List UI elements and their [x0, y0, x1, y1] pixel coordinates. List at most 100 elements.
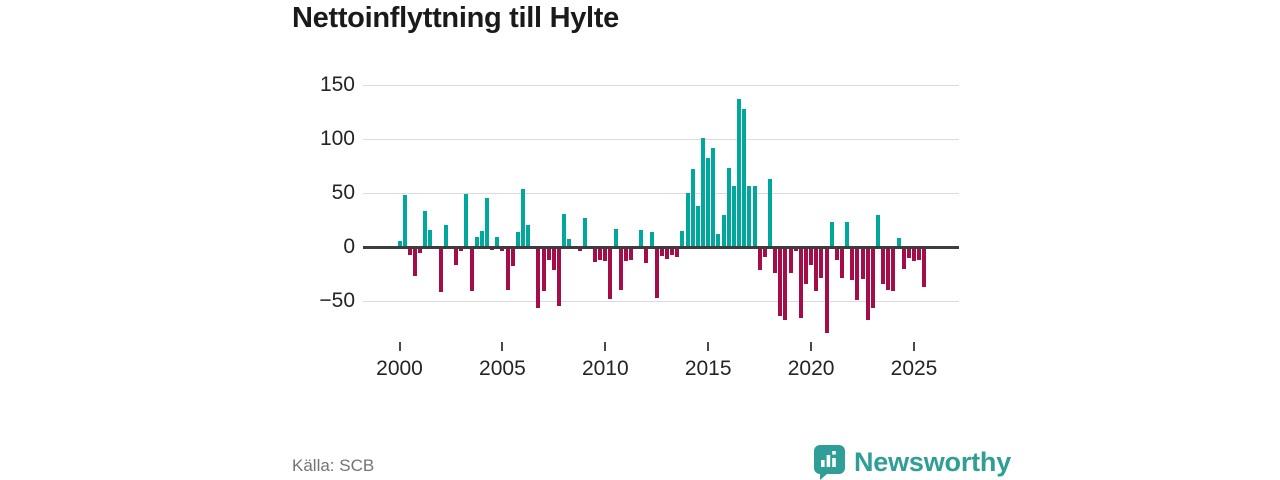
bar-2005q2: [505, 247, 510, 291]
bar-2019q1: [788, 247, 793, 273]
bar-2009q1: [582, 217, 587, 247]
plot-area: 2000 2005 2010 2015 2020 2025: [363, 70, 959, 380]
bar-2006q4: [536, 247, 541, 309]
bar-2011q4: [639, 229, 644, 247]
bar-2019q4: [803, 247, 808, 284]
bar-2024q1: [891, 247, 896, 292]
bar-2010q3: [613, 228, 618, 247]
bar-2011q2: [629, 247, 634, 260]
bar-2022q2: [855, 247, 860, 300]
bar-2019q3: [798, 247, 803, 319]
bar-2001q2: [423, 211, 428, 247]
x-tick-label: 2015: [684, 357, 732, 380]
newsworthy-logo-icon: [814, 444, 845, 480]
bar-2014q1: [685, 193, 690, 247]
bar-2014q2: [690, 169, 695, 247]
bar-2003q3: [469, 247, 474, 292]
bar-2021q1: [829, 222, 834, 247]
bar-2008q2: [567, 239, 572, 247]
bar-2020q4: [824, 247, 829, 334]
bar-2004q3: [490, 247, 495, 251]
bar-2003q1: [459, 247, 464, 252]
bar-2006q1: [520, 188, 525, 247]
bar-2012q2: [649, 231, 654, 247]
bar-2016q2: [731, 185, 736, 247]
bar-2024q3: [901, 247, 906, 269]
bar-2020q1: [809, 247, 814, 266]
bar-2017q1: [747, 185, 752, 247]
bar-2016q3: [737, 99, 742, 247]
bar-2013q3: [675, 247, 680, 257]
gridline: [363, 85, 959, 87]
bar-2016q4: [742, 109, 747, 247]
gridline: [363, 193, 959, 195]
bar-2023q3: [881, 247, 886, 284]
bar-2010q4: [618, 247, 623, 291]
bar-2023q2: [875, 214, 880, 247]
source-label: Källa: SCB: [292, 456, 375, 475]
bar-2017q2: [752, 185, 757, 247]
bar-2013q1: [665, 247, 670, 259]
bar-2021q2: [834, 247, 839, 260]
bar-2007q4: [556, 247, 561, 307]
bar-2012q1: [644, 247, 649, 264]
x-tick-label: 2005: [479, 357, 526, 380]
x-tick: [398, 342, 401, 351]
bar-2001q3: [428, 229, 433, 247]
bar-2025q1: [912, 247, 916, 261]
bar-2014q4: [701, 138, 706, 247]
y-tick-label: 150: [319, 73, 355, 97]
bar-2020q2: [814, 247, 819, 292]
y-tick-label: 50: [331, 181, 355, 205]
bar-2002q2: [443, 225, 448, 247]
bar-2021q3: [839, 247, 844, 279]
bar-2002q4: [454, 247, 459, 266]
bar-2013q4: [680, 230, 685, 247]
bar-2023q4: [886, 247, 891, 291]
bar-2012q4: [659, 247, 664, 256]
bar-2015q2: [711, 147, 716, 247]
bar-2014q3: [695, 206, 700, 247]
zero-line: [363, 245, 959, 249]
gridline: [363, 300, 959, 302]
bar-2016q1: [726, 168, 731, 247]
bar-2025q2: [917, 247, 922, 260]
x-tick-label: 2020: [787, 357, 835, 380]
bar-2022q1: [850, 247, 855, 281]
bar-2024q2: [896, 238, 901, 247]
bar-2025q3: [922, 247, 927, 287]
bar-2009q3: [593, 247, 597, 263]
bar-2019q2: [793, 247, 798, 252]
bar-2023q1: [870, 247, 875, 309]
bar-2018q1: [767, 179, 772, 247]
x-tick: [810, 342, 813, 351]
x-tick: [501, 342, 504, 351]
bar-2008q1: [562, 213, 567, 247]
bar-2000q3: [407, 247, 412, 255]
x-tick: [913, 342, 915, 351]
bar-2000q1: [397, 240, 402, 247]
bar-2021q4: [845, 222, 850, 247]
newsworthy-logo[interactable]: Newsworthy: [814, 444, 1011, 480]
bar-2022q4: [865, 247, 870, 321]
bar-2007q3: [551, 247, 556, 270]
bar-2015q1: [706, 157, 711, 247]
bar-2000q4: [412, 247, 417, 277]
bar-2001q1: [418, 247, 423, 254]
x-tick-label: 2025: [890, 357, 938, 380]
bar-2020q3: [819, 247, 824, 279]
x-tick-label: 2000: [376, 357, 423, 380]
bar-2017q3: [757, 247, 762, 270]
bar-2005q1: [500, 247, 505, 252]
bar-2006q2: [526, 225, 531, 247]
bar-2002q1: [438, 247, 443, 293]
newsworthy-wordmark: Newsworthy: [854, 446, 1012, 477]
bar-2024q4: [906, 247, 911, 258]
bar-2010q1: [603, 247, 608, 261]
bar-2005q3: [510, 247, 515, 267]
bar-2015q3: [716, 234, 721, 247]
bar-2005q4: [515, 231, 520, 247]
bar-2004q1: [479, 230, 484, 247]
bar-2008q4: [577, 247, 582, 252]
